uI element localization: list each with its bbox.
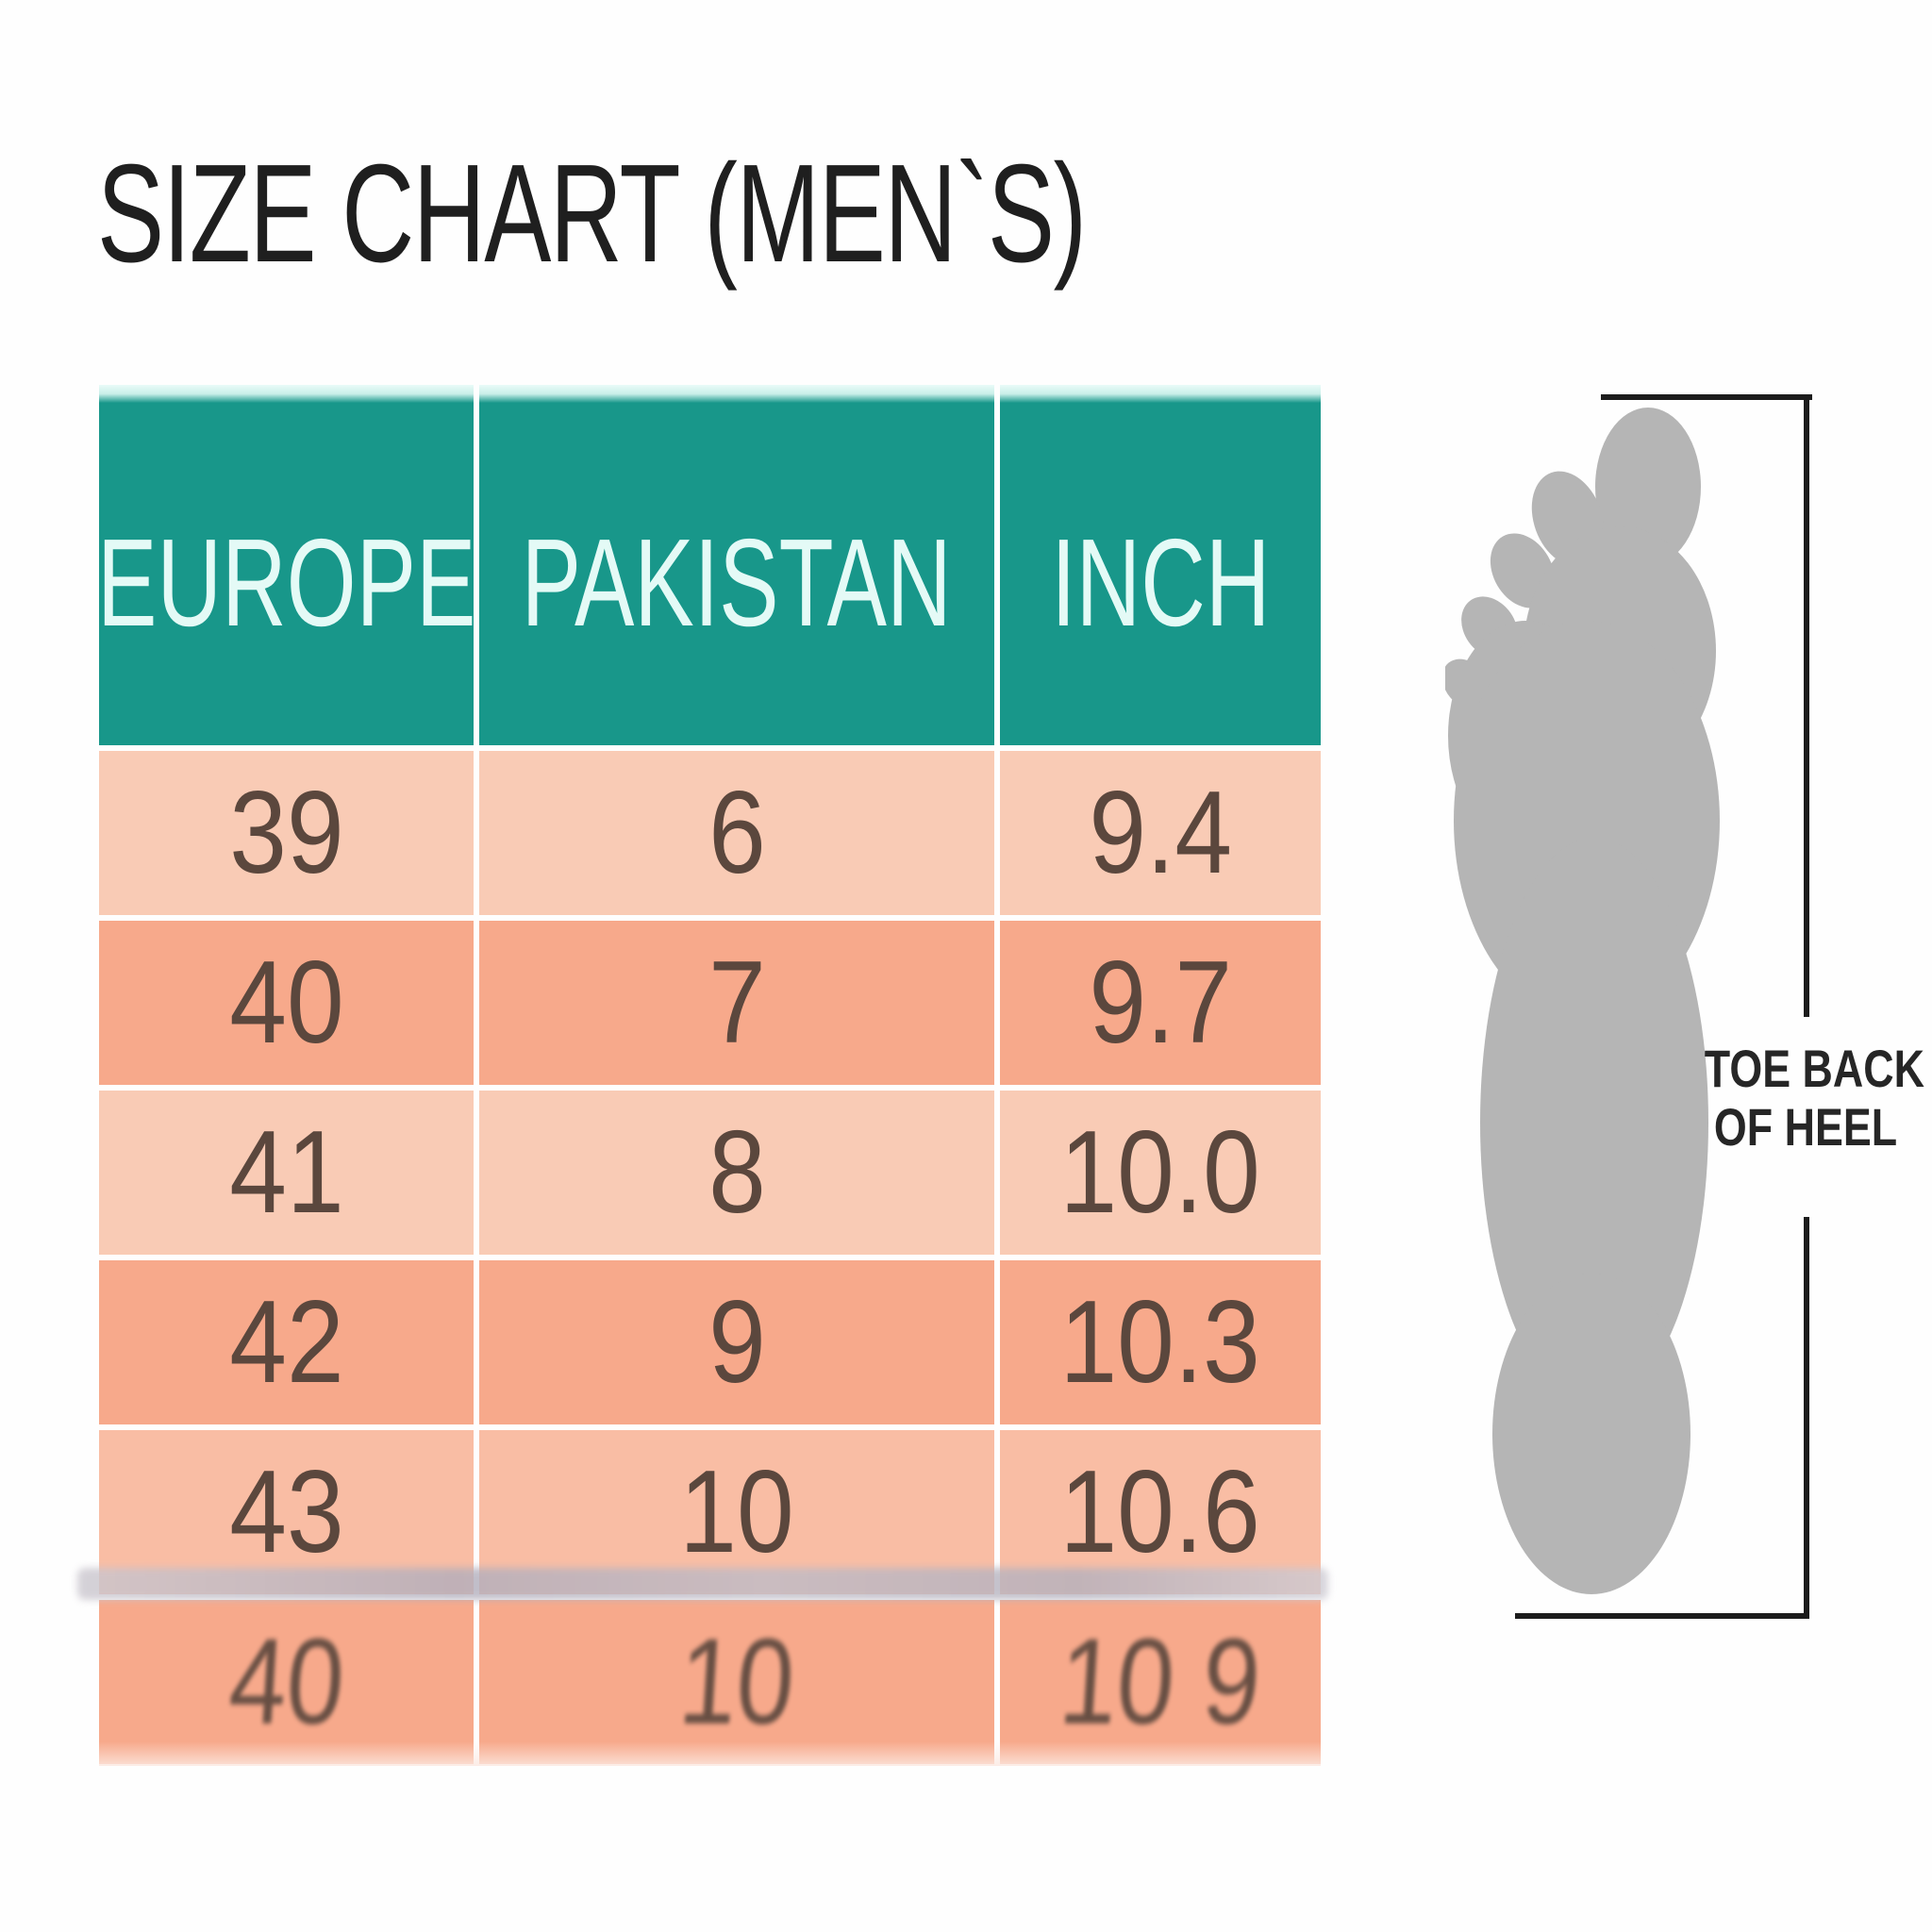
size-table-body: 39 6 9.4 40 7 9.7 41 8 10.0 42 9 10.3 43	[99, 751, 1321, 1766]
measure-top-cap	[1601, 394, 1812, 400]
page-title: SIZE CHART (MEN`S)	[97, 136, 1087, 291]
size-table: EUROPE PAKISTAN INCH 39 6 9.4 40 7 9.7 4…	[97, 385, 1321, 1766]
size-table-header: EUROPE PAKISTAN INCH	[97, 385, 1321, 745]
cell-pakistan: 6	[479, 751, 994, 915]
table-row: 43 10 10.6	[99, 1430, 1321, 1594]
cell-europe: 41	[99, 1091, 474, 1255]
cell-pakistan: 9	[479, 1260, 994, 1424]
measure-bottom-cap	[1515, 1613, 1809, 1619]
cell-inch: 10.0	[1000, 1091, 1321, 1255]
measure-label-line2: OF HEEL	[1713, 1096, 1898, 1157]
measure-label-line1: TOE BACK	[1704, 1039, 1924, 1098]
measure-label: TOE BACK OF HEEL	[1679, 1040, 1932, 1156]
cell-pakistan: 10	[479, 1430, 994, 1594]
table-row: 42 9 10.3	[99, 1260, 1321, 1424]
measure-line-upper	[1804, 394, 1809, 1017]
foot-silhouette-icon	[1445, 408, 1720, 1594]
table-row: 39 6 9.4	[99, 751, 1321, 915]
table-row-distorted: 40 10 10 9	[99, 1600, 1321, 1766]
cell-europe: 39	[99, 751, 474, 915]
cell-europe: 40	[99, 1600, 474, 1764]
measure-line-lower	[1804, 1217, 1809, 1619]
cell-inch: 10.3	[1000, 1260, 1321, 1424]
cell-inch: 9.7	[1000, 921, 1321, 1085]
cell-inch: 10 9	[1000, 1600, 1321, 1764]
cell-europe: 43	[99, 1430, 474, 1594]
cell-europe: 42	[99, 1260, 474, 1424]
cell-pakistan: 10	[479, 1600, 994, 1764]
column-header-inch: INCH	[1000, 385, 1321, 745]
cell-inch: 10.6	[1000, 1430, 1321, 1594]
blur-artifact	[77, 1568, 1328, 1600]
cell-pakistan: 8	[479, 1091, 994, 1255]
cell-europe: 40	[99, 921, 474, 1085]
table-row: 40 7 9.7	[99, 921, 1321, 1085]
cell-pakistan: 7	[479, 921, 994, 1085]
table-row: 41 8 10.0	[99, 1091, 1321, 1255]
column-header-europe: EUROPE	[97, 385, 475, 745]
cell-inch: 9.4	[1000, 751, 1321, 915]
column-header-pakistan: PAKISTAN	[479, 385, 994, 745]
